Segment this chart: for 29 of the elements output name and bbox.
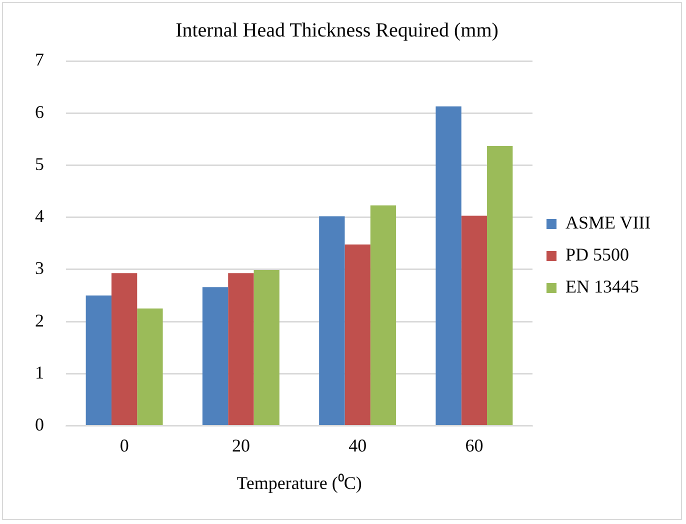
y-tick-label: 3 xyxy=(35,258,44,278)
bar xyxy=(137,308,163,426)
bar xyxy=(111,273,138,426)
bar xyxy=(319,216,345,426)
bar xyxy=(436,106,462,426)
y-tick-label: 4 xyxy=(35,206,44,226)
x-tick-label: 40 xyxy=(348,435,367,456)
x-tick-label: 60 xyxy=(465,435,484,456)
legend-label: ASME VIII xyxy=(566,212,651,233)
y-tick-label: 2 xyxy=(35,310,44,330)
y-tick-label: 6 xyxy=(35,102,44,122)
bar xyxy=(254,270,280,426)
chart-title: Internal Head Thickness Required (mm) xyxy=(176,19,498,42)
legend-label: PD 5500 xyxy=(566,244,630,265)
y-tick-label: 1 xyxy=(35,362,44,382)
bar xyxy=(228,273,254,426)
bar xyxy=(487,146,513,426)
bar xyxy=(202,287,228,426)
y-tick-label: 5 xyxy=(35,154,44,174)
x-tick-label: 0 xyxy=(120,435,129,456)
bar xyxy=(370,205,396,426)
x-axis-title: Temperature (⁰C) xyxy=(236,472,362,493)
bar xyxy=(344,244,370,426)
x-tick-label: 20 xyxy=(232,435,250,456)
bar xyxy=(86,296,112,426)
y-tick-label: 0 xyxy=(35,414,44,435)
y-tick-label: 7 xyxy=(35,50,44,70)
bar xyxy=(461,216,488,426)
legend-label: EN 13445 xyxy=(566,276,640,297)
